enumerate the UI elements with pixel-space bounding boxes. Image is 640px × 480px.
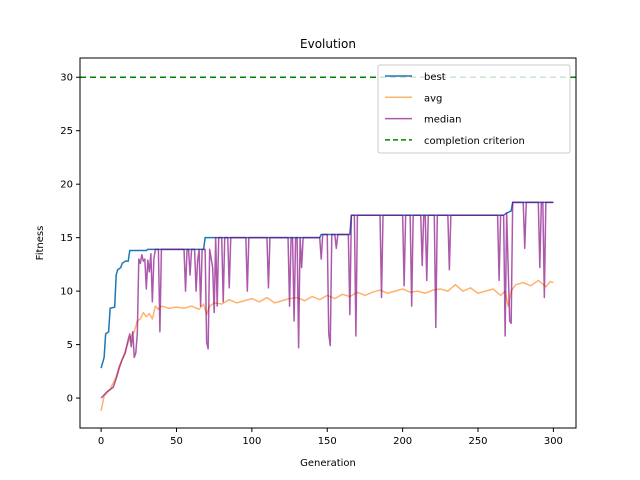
x-tick-label: 250 (468, 436, 487, 447)
legend-label-best: best (424, 72, 446, 83)
legend-label-median: median (424, 115, 462, 126)
series-line-median (100, 201, 554, 399)
y-tick-label: 25 (60, 126, 73, 137)
x-axis-label: Generation (300, 458, 356, 469)
y-tick-label: 20 (60, 180, 73, 191)
x-tick-label: 200 (393, 436, 412, 447)
y-tick-label: 15 (60, 233, 73, 244)
y-tick-label: 5 (67, 340, 73, 351)
plot-area (79, 57, 577, 429)
chart-title: Evolution (300, 37, 356, 51)
legend-label-completion-criterion: completion criterion (424, 136, 525, 147)
x-tick-label: 150 (318, 436, 337, 447)
legend: best avg median completion criterion (377, 64, 571, 154)
x-tick-label: 300 (544, 436, 563, 447)
y-axis-label: Fitness (35, 226, 46, 261)
legend-label-avg: avg (424, 93, 442, 104)
y-tick-label: 30 (60, 73, 73, 84)
x-tick-label: 0 (98, 436, 104, 447)
legend-box (377, 64, 571, 154)
x-tick-label: 50 (170, 436, 183, 447)
y-tick-label: 0 (67, 394, 73, 405)
series-line-avg (100, 279, 554, 412)
x-tick-label: 100 (242, 436, 261, 447)
y-tick-label: 10 (60, 287, 73, 298)
